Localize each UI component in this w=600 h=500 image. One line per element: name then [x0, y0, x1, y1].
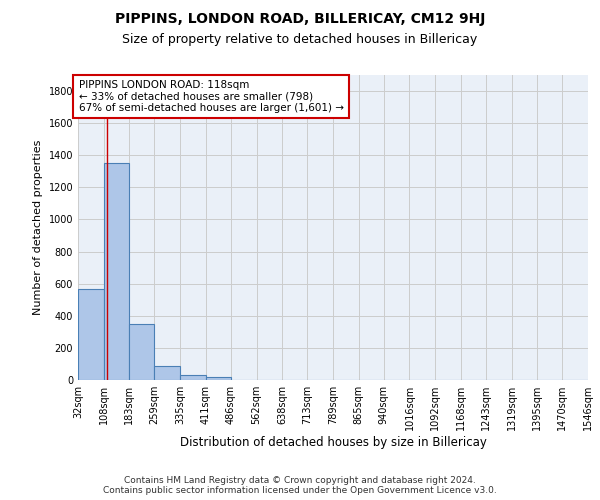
Text: PIPPINS, LONDON ROAD, BILLERICAY, CM12 9HJ: PIPPINS, LONDON ROAD, BILLERICAY, CM12 9… — [115, 12, 485, 26]
Text: Size of property relative to detached houses in Billericay: Size of property relative to detached ho… — [122, 32, 478, 46]
Bar — [180, 375, 206, 380]
Bar — [104, 164, 129, 380]
Text: PIPPINS LONDON ROAD: 118sqm
← 33% of detached houses are smaller (798)
67% of se: PIPPINS LONDON ROAD: 118sqm ← 33% of det… — [79, 80, 344, 113]
Text: Contains HM Land Registry data © Crown copyright and database right 2024.
Contai: Contains HM Land Registry data © Crown c… — [103, 476, 497, 495]
Bar — [78, 288, 104, 380]
X-axis label: Distribution of detached houses by size in Billericay: Distribution of detached houses by size … — [179, 436, 487, 449]
Bar — [206, 377, 231, 380]
Bar — [129, 324, 154, 380]
Y-axis label: Number of detached properties: Number of detached properties — [33, 140, 43, 315]
Bar — [154, 366, 180, 380]
